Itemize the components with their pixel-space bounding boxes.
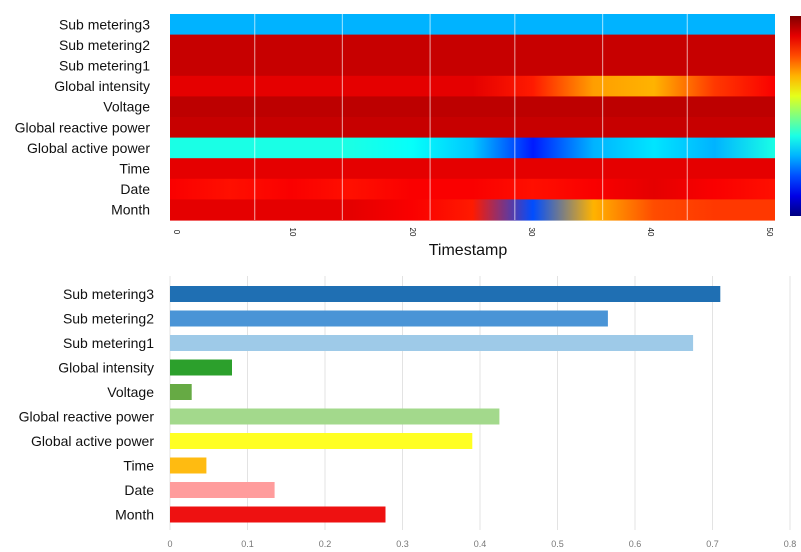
bar-chart-category-labels: Sub metering3 Sub metering2 Sub metering1 G… <box>19 286 155 523</box>
heatmap-row <box>170 199 775 221</box>
bar-category-label: Month <box>115 507 154 523</box>
bar-category-label: Time <box>123 458 154 474</box>
bar-chart-x-tick: 0.4 <box>474 539 487 549</box>
heatmap-x-ticks: 0 10 20 30 40 50 <box>172 228 774 237</box>
heatmap-row <box>170 178 775 200</box>
heatmap-row <box>170 14 775 36</box>
heatmap-row-label: Global active power <box>27 140 150 156</box>
bar <box>170 408 500 425</box>
heatmap-row <box>170 34 775 56</box>
heatmap-cells <box>170 14 775 221</box>
heatmap-x-tick: 40 <box>646 228 655 237</box>
bar <box>170 482 275 498</box>
bar-category-label: Sub metering2 <box>63 311 154 327</box>
heatmap-row-label: Date <box>120 181 150 197</box>
heatmap-row <box>170 137 775 159</box>
heatmap-colorbar <box>790 16 801 216</box>
heatmap-x-axis-label: Timestamp <box>429 242 508 259</box>
heatmap-row-label: Global intensity <box>54 78 150 94</box>
bar-category-label: Global active power <box>31 433 154 449</box>
bar-chart-bars <box>170 286 721 523</box>
bar-category-label: Global reactive power <box>19 409 155 425</box>
heatmap-row-label: Sub metering1 <box>59 58 150 74</box>
bar-chart-x-tick: 0.2 <box>319 539 332 549</box>
bar-chart-x-tick: 0.5 <box>551 539 564 549</box>
bar-category-label: Sub metering1 <box>63 335 154 351</box>
bar-chart-x-tick: 0.1 <box>241 539 254 549</box>
bar <box>170 286 721 302</box>
bar <box>170 335 694 351</box>
heatmap-row-label: Global reactive power <box>15 119 151 135</box>
heatmap-row <box>170 55 775 77</box>
heatmap-row-label: Voltage <box>103 99 150 115</box>
heatmap-x-tick: 10 <box>288 228 297 237</box>
bar-chart-x-tick: 0.3 <box>396 539 409 549</box>
heatmap-x-tick: 20 <box>408 228 417 237</box>
heatmap-x-tick: 50 <box>765 228 774 237</box>
bar-chart-x-ticks: 0 0.1 0.2 0.3 0.4 0.5 0.6 0.7 0.8 <box>167 539 796 549</box>
bar <box>170 433 473 449</box>
bar-chart-x-tick: 0.7 <box>706 539 719 549</box>
heatmap-row-label: Month <box>111 202 150 218</box>
heatmap-row <box>170 158 775 180</box>
bar-chart-x-tick: 0.6 <box>629 539 642 549</box>
bar <box>170 384 192 400</box>
bar-chart: Sub metering3 Sub metering2 Sub metering1 G… <box>19 276 796 549</box>
bar <box>170 506 386 523</box>
bar-category-label: Date <box>124 482 154 498</box>
bar <box>170 457 207 474</box>
bar-category-label: Voltage <box>107 384 154 400</box>
bar-category-label: Global intensity <box>58 360 154 376</box>
bar-chart-x-tick: 0 <box>167 539 172 549</box>
heatmap-row-label: Time <box>119 161 150 177</box>
bar <box>170 310 608 327</box>
bar-chart-x-tick: 0.8 <box>784 539 797 549</box>
heatmap-x-tick: 0 <box>172 230 181 235</box>
bar-category-label: Sub metering3 <box>63 286 154 302</box>
heatmap-row-label: Sub metering2 <box>59 37 150 53</box>
heatmap-x-tick: 30 <box>527 228 536 237</box>
heatmap-chart: Sub metering3 Sub metering2 Sub metering1 G… <box>15 14 801 259</box>
heatmap-row <box>170 75 775 97</box>
heatmap-row-labels: Sub metering3 Sub metering2 Sub metering1 G… <box>15 16 151 217</box>
heatmap-row-label: Sub metering3 <box>59 16 150 32</box>
heatmap-row <box>170 117 775 139</box>
bar <box>170 359 232 376</box>
heatmap-row <box>170 96 775 118</box>
heatmap-column-separators <box>254 14 688 220</box>
